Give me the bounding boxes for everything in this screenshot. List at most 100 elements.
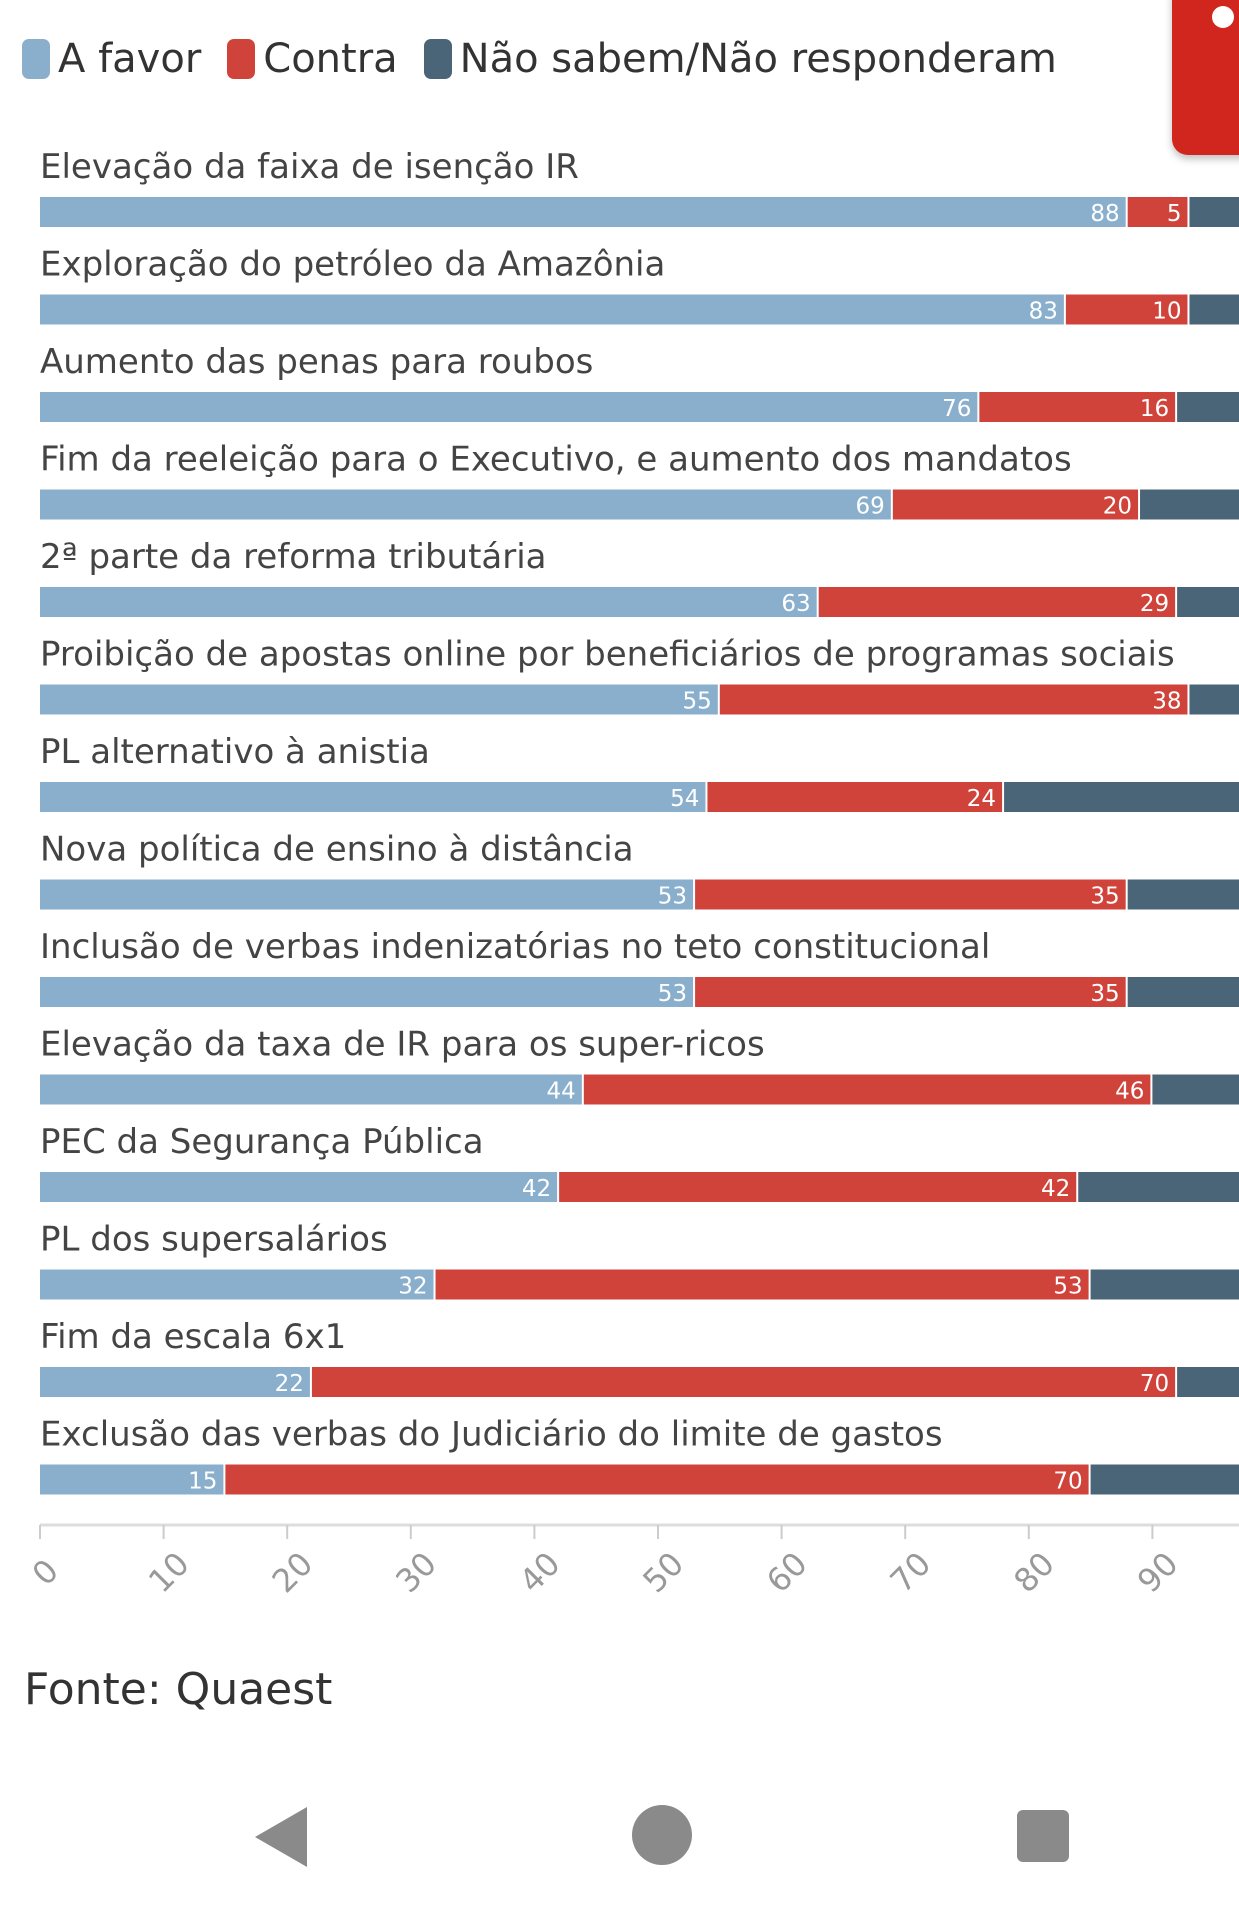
source-note: Fonte: Quaest [24, 1664, 333, 1715]
x-tick-label: 30 [388, 1544, 444, 1600]
category-label: Proibição de apostas online por benefici… [40, 635, 1175, 675]
data-label-contra: 70 [1140, 1371, 1169, 1397]
data-label-contra: 24 [967, 786, 996, 812]
category-label: 2ª parte da reforma tributária [40, 537, 547, 577]
data-label-contra: 70 [1053, 1469, 1082, 1495]
data-label-contra: 16 [1140, 396, 1169, 422]
data-label-contra: 29 [1140, 591, 1169, 617]
bar-nao [1177, 1367, 1239, 1397]
data-label-contra: 35 [1090, 884, 1119, 910]
bar-favor [40, 879, 694, 910]
x-tick-label: 70 [883, 1544, 939, 1600]
x-tick-label: 60 [759, 1544, 815, 1600]
legend: A favor Contra Não sabem/Não responderam [22, 36, 1083, 82]
bar-contra [818, 587, 1176, 617]
data-label-favor: 44 [547, 1079, 576, 1105]
legend-swatch [423, 39, 452, 79]
category-label: Exploração do petróleo da Amazônia [40, 245, 665, 285]
bar-favor [40, 489, 891, 520]
stacked-bar-chart: Elevação da faixa de isenção IR 88 5 Explor… [25, 147, 1239, 1600]
data-label-favor: 76 [942, 396, 971, 422]
data-label-favor: 53 [658, 884, 687, 910]
bar-favor [40, 1367, 310, 1397]
legend-label: Não sabem/Não responderam [459, 36, 1057, 82]
data-label-favor: 22 [275, 1371, 304, 1397]
bar-favor [40, 1464, 224, 1495]
data-label-favor: 54 [670, 786, 699, 812]
bar-favor [40, 1172, 558, 1202]
bar-contra [583, 1074, 1151, 1105]
bar-contra [1127, 197, 1188, 227]
x-tick-label: 90 [1130, 1544, 1186, 1600]
category-label: PL alternativo à anistia [40, 732, 430, 772]
legend-item-contra[interactable]: Contra [227, 36, 398, 82]
data-label-contra: 46 [1115, 1079, 1144, 1105]
data-label-contra: 10 [1152, 299, 1181, 325]
x-tick-label: 40 [512, 1544, 568, 1600]
legend-swatch [227, 39, 256, 79]
category-label: Aumento das penas para roubos [40, 342, 593, 382]
data-label-favor: 69 [856, 494, 885, 520]
bar-favor [40, 587, 817, 617]
data-label-favor: 83 [1029, 299, 1058, 325]
bar-contra [695, 977, 1126, 1007]
bar-nao [1090, 1464, 1239, 1495]
android-nav-bar [0, 1775, 1239, 1920]
category-label: Elevação da faixa de isenção IR [40, 147, 579, 187]
x-tick-label: 50 [635, 1544, 691, 1600]
bar-nao [1004, 782, 1239, 812]
recent-apps-icon[interactable] [1017, 1810, 1069, 1862]
bar-favor [40, 294, 1064, 325]
x-tick-label: 0 [25, 1552, 66, 1593]
bar-nao [1127, 977, 1239, 1007]
data-label-contra: 5 [1167, 201, 1182, 227]
home-icon[interactable] [632, 1805, 692, 1865]
x-tick-label: 80 [1006, 1544, 1062, 1600]
bar-favor [40, 684, 718, 715]
bar-nao [1127, 879, 1239, 910]
legend-item-nao[interactable]: Não sabem/Não responderam [423, 36, 1057, 82]
bar-contra [695, 879, 1126, 910]
category-label: Inclusão de verbas indenizatórias no tet… [40, 927, 990, 967]
menu-dot-icon [1212, 6, 1234, 28]
data-label-favor: 42 [522, 1176, 551, 1202]
corner-menu-tab[interactable] [1172, 0, 1239, 155]
legend-label: Contra [263, 36, 398, 82]
x-tick-label: 20 [265, 1544, 321, 1600]
back-icon[interactable] [255, 1807, 307, 1867]
bar-nao [1152, 1074, 1239, 1105]
bar-nao [1189, 294, 1239, 325]
bar-contra [559, 1172, 1077, 1202]
bar-nao [1140, 489, 1239, 520]
data-label-favor: 15 [188, 1469, 217, 1495]
bar-favor [40, 1269, 434, 1300]
category-label: PEC da Segurança Pública [40, 1122, 484, 1162]
category-label: Nova política de ensino à distância [40, 830, 634, 870]
data-label-favor: 55 [683, 689, 712, 715]
bar-favor [40, 392, 978, 422]
category-label: Fim da escala 6x1 [40, 1317, 346, 1357]
bar-nao [1177, 587, 1239, 617]
bar-contra [892, 489, 1139, 520]
bar-contra [1065, 294, 1188, 325]
bar-nao [1078, 1172, 1239, 1202]
data-label-contra: 38 [1152, 689, 1181, 715]
legend-item-favor[interactable]: A favor [22, 36, 201, 82]
bar-nao [1189, 684, 1239, 715]
data-label-contra: 53 [1053, 1274, 1082, 1300]
bar-nao [1189, 197, 1239, 227]
bar-contra [979, 392, 1176, 422]
bar-favor [40, 1074, 582, 1105]
data-label-favor: 88 [1090, 201, 1119, 227]
legend-label: A favor [58, 36, 202, 82]
bar-nao [1090, 1269, 1239, 1300]
category-label: Elevação da taxa de IR para os super-ric… [40, 1025, 765, 1065]
bar-contra [435, 1269, 1089, 1300]
bar-favor [40, 197, 1126, 227]
data-label-contra: 42 [1041, 1176, 1070, 1202]
data-label-favor: 32 [398, 1274, 427, 1300]
data-label-favor: 53 [658, 981, 687, 1007]
category-label: PL dos supersalários [40, 1220, 388, 1260]
category-label: Exclusão das verbas do Judiciário do lim… [40, 1415, 943, 1455]
bar-contra [707, 782, 1003, 812]
